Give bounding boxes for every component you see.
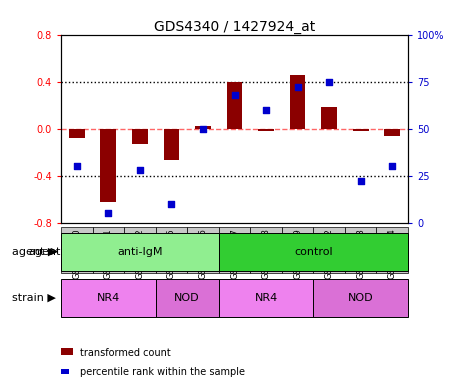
Bar — [313, 279, 408, 316]
FancyBboxPatch shape — [282, 227, 313, 273]
Text: strain ▶: strain ▶ — [12, 293, 56, 303]
Bar — [290, 74, 305, 129]
FancyBboxPatch shape — [219, 227, 250, 273]
Point — [294, 84, 302, 90]
Point — [136, 167, 144, 173]
Text: GSM915682: GSM915682 — [325, 228, 333, 279]
Text: GSM915691: GSM915691 — [104, 228, 113, 278]
Text: agent ▶: agent ▶ — [12, 247, 56, 257]
FancyBboxPatch shape — [156, 227, 187, 273]
Bar — [164, 129, 179, 161]
Bar — [219, 233, 408, 271]
Bar — [61, 233, 219, 271]
Text: GSM915689: GSM915689 — [293, 228, 302, 279]
Text: anti-IgM: anti-IgM — [117, 247, 163, 257]
Text: GSM915683: GSM915683 — [356, 228, 365, 279]
Bar — [219, 279, 313, 316]
FancyBboxPatch shape — [377, 227, 408, 273]
Text: GSM915684: GSM915684 — [388, 228, 397, 279]
Point — [262, 107, 270, 113]
Text: agent: agent — [29, 247, 61, 257]
Bar — [321, 108, 337, 129]
Bar — [61, 279, 156, 316]
FancyBboxPatch shape — [124, 227, 156, 273]
Text: GSM915686: GSM915686 — [198, 228, 207, 279]
Bar — [195, 126, 211, 129]
FancyBboxPatch shape — [345, 227, 377, 273]
Bar — [385, 129, 400, 136]
Point — [167, 201, 175, 207]
Point — [325, 79, 333, 85]
Point — [199, 126, 207, 132]
Point — [231, 92, 238, 98]
Point — [105, 210, 112, 217]
Bar — [69, 129, 84, 138]
Text: NR4: NR4 — [97, 293, 120, 303]
Text: transformed count: transformed count — [80, 348, 170, 358]
Point — [357, 178, 364, 184]
Bar — [100, 129, 116, 202]
Text: NOD: NOD — [174, 293, 200, 303]
FancyBboxPatch shape — [313, 227, 345, 273]
Title: GDS4340 / 1427924_at: GDS4340 / 1427924_at — [154, 20, 315, 33]
Bar — [227, 82, 242, 129]
Bar — [258, 129, 274, 131]
Text: GSM915685: GSM915685 — [167, 228, 176, 279]
Point — [73, 163, 81, 169]
Bar — [156, 279, 219, 316]
Text: GSM915692: GSM915692 — [136, 228, 144, 278]
Bar — [353, 129, 369, 131]
FancyBboxPatch shape — [61, 227, 92, 273]
Bar — [132, 129, 148, 144]
Text: percentile rank within the sample: percentile rank within the sample — [80, 367, 245, 377]
Text: control: control — [294, 247, 333, 257]
FancyBboxPatch shape — [250, 227, 282, 273]
FancyBboxPatch shape — [187, 227, 219, 273]
Text: GSM915688: GSM915688 — [262, 228, 271, 279]
Text: NOD: NOD — [348, 293, 373, 303]
Point — [388, 163, 396, 169]
Text: GSM915687: GSM915687 — [230, 228, 239, 279]
Text: NR4: NR4 — [254, 293, 278, 303]
Text: GSM915690: GSM915690 — [72, 228, 81, 278]
FancyBboxPatch shape — [92, 227, 124, 273]
